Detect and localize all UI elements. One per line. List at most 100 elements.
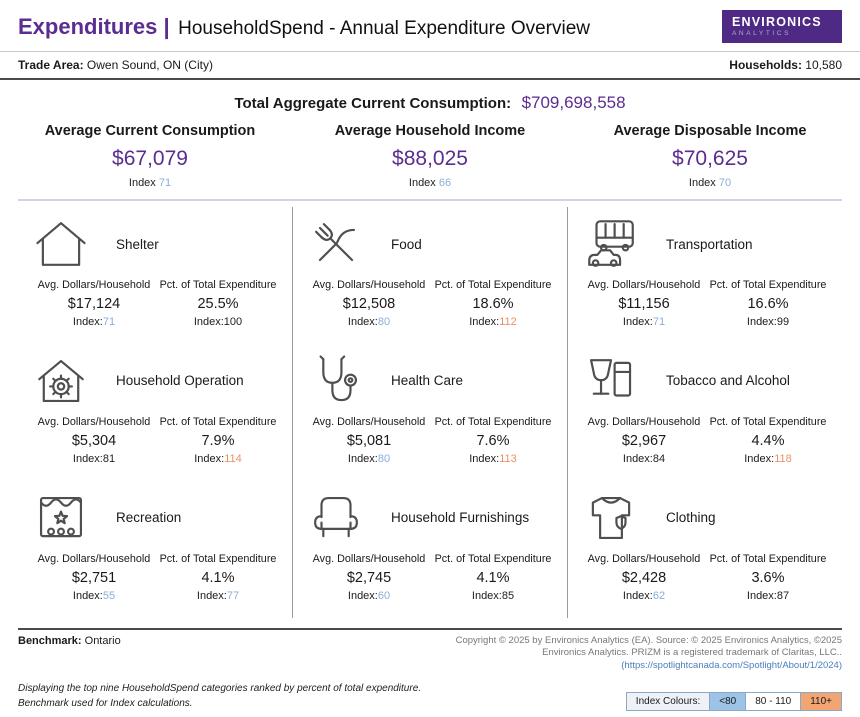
copyright-line2: Environics Analytics. PRIZM is a registe… [542,647,842,659]
category-head: Clothing [582,489,830,547]
grid-column-3: Transportation Avg. Dollars/Household $1… [568,207,842,618]
trade-area-label: Trade Area: [18,58,84,72]
summary-value: $70,625 [672,147,748,170]
avg-value: $11,156 [618,296,670,312]
index-label: Index: [72,452,103,465]
pct-column: Pct. of Total Expenditure 7.6% Index:113 [431,416,555,465]
logo-line1: ENVIRONICS [732,15,822,29]
summary-divider [18,199,842,201]
fork-knife-icon [307,215,365,273]
index-value: 113 [499,452,517,465]
avg-column: Avg. Dollars/Household $2,745 Index:60 [307,553,431,602]
avg-label: Avg. Dollars/Household [37,552,151,565]
category-name: Clothing [666,510,716,526]
category-stats: Avg. Dollars/Household $12,508 Index:80 … [307,279,555,328]
category-card-transportation: Transportation Avg. Dollars/Household $1… [568,207,842,344]
pct-column: Pct. of Total Expenditure 25.5% Index:10… [156,279,280,328]
index-value: 81 [102,452,116,465]
avg-column: Avg. Dollars/Household $2,967 Index:84 [582,416,706,465]
armchair-icon [307,489,365,547]
summary-stats: Average Current Consumption $67,079 Inde… [0,121,860,189]
avg-column: Avg. Dollars/Household $12,508 Index:80 [307,279,431,328]
avg-label: Avg. Dollars/Household [37,279,151,291]
pct-column: Pct. of Total Expenditure 4.4% Index:118 [706,416,830,465]
index-label: Index: [471,589,502,602]
avg-label: Avg. Dollars/Household [587,279,701,291]
bus-car-icon [582,215,640,273]
footnotes: Displaying the top nine HouseholdSpend c… [18,681,421,711]
category-stats: Avg. Dollars/Household $2,751 Index:55 P… [32,553,280,602]
index-label: Index: [194,452,225,465]
category-card-tobacco-alcohol: Tobacco and Alcohol Avg. Dollars/Househo… [568,344,842,481]
index-label: Index: [744,452,775,465]
index-label: Index: [72,589,103,602]
avg-value: $2,751 [71,569,117,586]
index-value: 70 [718,177,732,189]
index-label: Index [408,177,439,189]
stethoscope-icon [307,352,365,410]
index-label: Index [128,177,159,189]
house-icon [32,215,90,273]
avg-value: $2,428 [621,569,667,586]
pct-value: 3.6% [751,569,785,586]
meta-divider [0,78,860,80]
pct-index: Index:118 [706,453,830,465]
pct-value: 4.1% [476,569,510,586]
index-label: Index: [469,316,500,328]
pct-index: Index:100 [156,316,280,328]
index-label: Index: [347,452,378,465]
footnote-line1: Displaying the top nine HouseholdSpend c… [18,683,422,694]
copyright: Copyright © 2025 by Environics Analytics… [456,635,842,673]
index-value: 71 [158,177,172,189]
index-colours-legend: Index Colours: <80 80 - 110 110+ [625,692,842,711]
index-label: Index: [72,316,103,328]
category-stats: Avg. Dollars/Household $2,967 Index:84 P… [582,416,830,465]
pct-value: 4.4% [751,432,785,449]
spotlight-link[interactable]: (https://spotlightcanada.com/Spotlight/A… [621,660,842,672]
house-gear-icon [32,352,90,410]
index-value: 112 [499,316,517,328]
shirt-icon [582,489,640,547]
avg-index: Index:81 [32,453,156,465]
total-aggregate-value: $709,698,558 [521,93,626,112]
pct-label: Pct. of Total Expenditure [159,415,277,428]
category-name: Transportation [666,236,753,252]
index-value: 66 [438,177,452,189]
summary-index: Index 71 [10,177,290,189]
category-card-recreation: Recreation Avg. Dollars/Household $2,751… [18,481,292,618]
avg-index: Index:62 [582,590,706,602]
index-value: 80 [377,316,391,328]
pct-column: Pct. of Total Expenditure 18.6% Index:11… [431,279,555,328]
environics-logo: ENVIRONICS ANALYTICS [722,10,842,43]
stage-icon [32,489,90,547]
index-label: Index: [746,316,777,328]
category-name: Tobacco and Alcohol [666,373,790,389]
pct-label: Pct. of Total Expenditure [159,552,277,565]
category-name: Food [391,236,422,252]
pct-column: Pct. of Total Expenditure 4.1% Index:77 [156,553,280,602]
summary-disposable-income: Average Disposable Income $70,625 Index … [570,123,850,189]
pct-column: Pct. of Total Expenditure 16.6% Index:99 [706,279,830,328]
avg-index: Index:80 [307,316,431,328]
benchmark-value: Ontario [81,634,121,647]
pct-value: 7.9% [201,432,235,449]
index-value: 114 [224,452,242,465]
index-value: 80 [377,452,391,465]
index-label: Index: [347,589,378,602]
index-value: 85 [501,589,515,602]
title-main: HouseholdSpend - Annual Expenditure Over… [178,17,591,39]
avg-label: Avg. Dollars/Household [312,415,426,428]
category-head: Tobacco and Alcohol [582,352,830,410]
pct-label: Pct. of Total Expenditure [709,279,827,291]
index-value: 71 [652,316,666,328]
category-head: Shelter [32,215,280,273]
total-aggregate: Total Aggregate Current Consumption: $70… [0,93,860,113]
wine-glass-icon [582,352,640,410]
avg-label: Avg. Dollars/Household [312,552,426,565]
category-grid: Shelter Avg. Dollars/Household $17,124 I… [18,207,842,618]
pct-index: Index:99 [706,316,830,328]
summary-index: Index 66 [290,177,570,189]
summary-current-consumption: Average Current Consumption $67,079 Inde… [10,123,290,189]
category-card-health-care: Health Care Avg. Dollars/Household $5,08… [293,344,567,481]
pct-index: Index:114 [156,453,280,465]
